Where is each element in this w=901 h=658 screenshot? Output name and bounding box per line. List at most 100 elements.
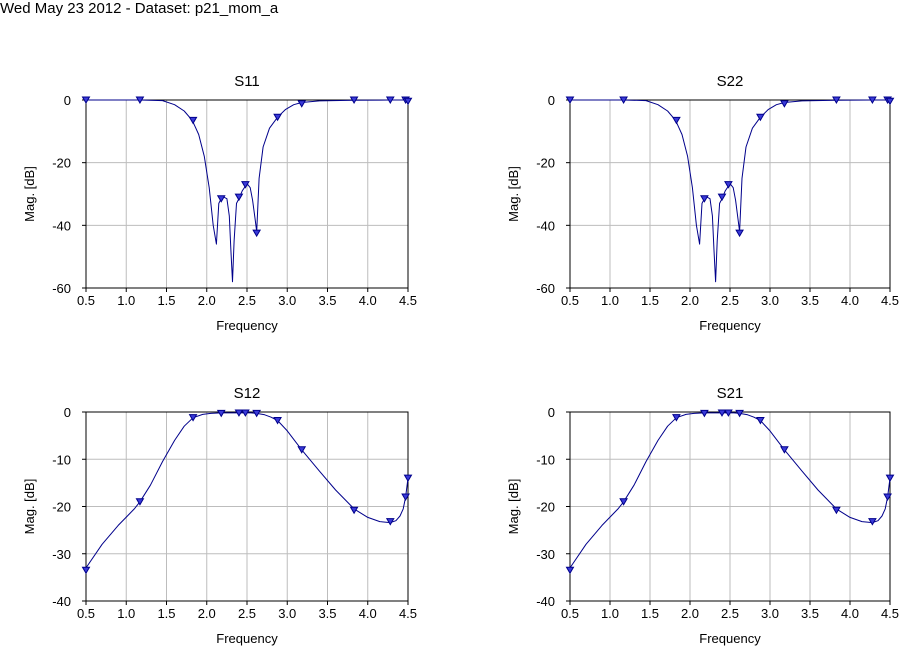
data-marker [780,446,789,454]
x-tick-label: 4.5 [881,293,899,308]
x-tick-label: 2.0 [681,293,699,308]
x-tick-label: 1.5 [157,606,175,621]
y-tick-label: -20 [536,156,555,171]
x-tick-label: 3.0 [278,293,296,308]
data-marker [385,518,395,526]
y-tick-label: -40 [52,218,71,233]
data-marker [565,566,575,575]
x-tick-label: 2.5 [721,293,739,308]
data-marker [700,195,709,203]
y-tick-label: -20 [536,500,555,515]
data-marker [81,96,91,104]
data-marker [619,96,628,104]
chart-title: S12 [234,385,261,402]
x-tick-label: 4.0 [359,606,377,621]
x-tick-label: 0.5 [77,293,95,308]
data-marker [700,409,709,418]
data-marker [619,498,628,506]
y-tick-label: 0 [64,93,71,108]
x-tick-label: 1.0 [601,606,619,621]
y-axis-label: Mag. [dB] [506,479,521,535]
dataset-header: Wed May 23 2012 - Dataset: p21_mom_a [0,0,279,17]
data-marker [724,409,733,417]
y-tick-label: 0 [548,405,555,420]
x-tick-label: 1.5 [641,293,659,308]
x-tick-label: 4.0 [841,606,859,621]
data-marker [832,506,841,515]
data-marker [885,97,895,106]
x-tick-label: 4.5 [881,606,899,621]
data-marker [565,96,575,104]
y-tick-label: -60 [52,281,71,296]
x-axis-label: Frequency [699,318,761,333]
x-tick-label: 3.5 [318,606,336,621]
chart-title: S22 [717,73,744,90]
data-marker [735,409,744,418]
data-marker [273,417,282,425]
data-marker [724,181,733,189]
x-tick-label: 3.0 [278,606,296,621]
trace-line [85,412,409,569]
x-tick-label: 2.5 [721,606,739,621]
x-axis-label: Frequency [216,318,278,333]
x-axis-label: Frequency [699,631,761,646]
chart-s11: S11 0.5 1.0 1.5 2.0 2.5 3.0 3.5 4.0 4.5 0 -20 -40 -60… [22,73,417,333]
chart-s12: S12 0.5 1.0 1.5 2.0 2.5 3.0 3.5 4.0 4.5 0 -10 -20 -30… [22,385,417,646]
data-marker [885,474,895,483]
data-marker [252,409,262,418]
data-marker [234,193,244,202]
x-tick-label: 0.5 [561,606,579,621]
y-tick-label: -40 [52,594,71,609]
chart-s21: S21 0.5 1.0 1.5 2.0 2.5 3.0 3.5 4.0 4.5 0 -10 -20 -30… [506,385,899,646]
y-tick-label: -20 [52,156,71,171]
x-tick-label: 3.0 [761,606,779,621]
data-marker [868,96,877,104]
trace-line [569,412,891,569]
data-marker [672,116,681,125]
chart-s22: S22 0.5 1.0 1.5 2.0 2.5 3.0 3.5 4.0 4.5 0 -20 -40 -60… [506,73,899,333]
x-tick-label: 1.0 [117,293,135,308]
data-marker [135,96,145,104]
x-axis-label: Frequency [216,631,278,646]
plot-frame [85,99,409,289]
x-tick-label: 1.0 [601,293,619,308]
data-marker [756,417,765,425]
data-marker [297,100,307,108]
data-marker [401,493,410,502]
x-tick-label: 2.0 [198,293,216,308]
data-marker [234,409,244,417]
data-marker [756,113,765,122]
data-marker [832,96,841,104]
data-marker [403,97,413,106]
y-tick-label: 0 [64,405,71,420]
data-marker [297,446,307,454]
plot-frame [569,99,891,289]
x-tick-label: 3.5 [318,293,336,308]
y-tick-label: -10 [52,452,71,467]
y-tick-label: -40 [536,218,555,233]
trace-line [570,99,891,283]
data-marker [135,498,145,506]
y-tick-label: -30 [536,547,555,562]
data-marker [216,195,226,203]
x-tick-label: 1.5 [157,293,175,308]
data-marker [403,474,413,483]
y-tick-label: -40 [536,594,555,609]
data-marker [241,409,250,417]
data-marker [717,193,727,202]
chart-title: S21 [717,385,744,402]
y-tick-label: -60 [536,281,555,296]
x-tick-label: 1.0 [117,606,135,621]
data-marker [252,229,262,238]
x-tick-label: 4.0 [841,293,859,308]
data-marker [349,506,359,515]
x-tick-label: 4.0 [359,293,377,308]
data-marker [385,96,395,104]
x-tick-label: 3.0 [761,293,779,308]
y-axis-label: Mag. [dB] [22,166,37,222]
x-tick-label: 3.5 [801,293,819,308]
y-tick-label: -20 [52,500,71,515]
y-tick-label: -10 [536,452,555,467]
data-marker [273,113,282,122]
